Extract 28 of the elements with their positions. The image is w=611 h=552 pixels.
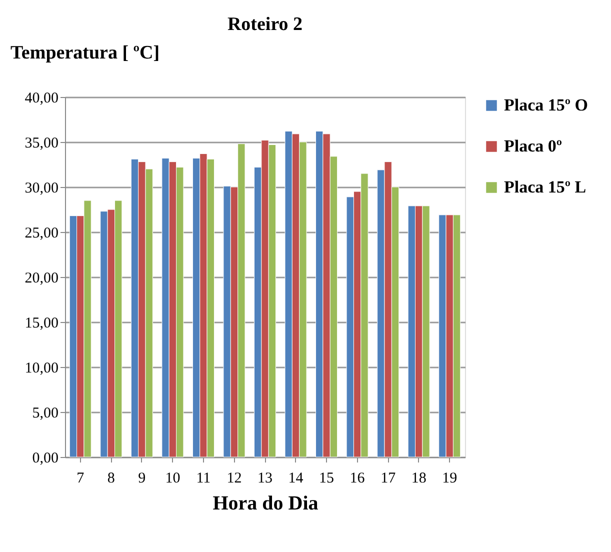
x-tick-label: 16 bbox=[350, 470, 366, 486]
y-tick-label: 15,00 bbox=[24, 316, 58, 332]
y-axis-title: Temperatura [ ºC] bbox=[10, 42, 160, 64]
x-tick-label: 10 bbox=[165, 470, 180, 486]
x-tick-label: 8 bbox=[107, 470, 115, 486]
x-axis-title: Hora do Dia bbox=[212, 492, 318, 514]
y-tick-label: 30,00 bbox=[24, 180, 58, 196]
y-tick-label: 0,00 bbox=[32, 450, 58, 466]
x-tick-label: 7 bbox=[76, 470, 85, 486]
x-tick-label: 18 bbox=[411, 470, 426, 486]
y-tick-label: 25,00 bbox=[24, 226, 58, 242]
y-tick-label: 5,00 bbox=[32, 406, 58, 422]
legend-label: Placa 0º bbox=[504, 136, 562, 156]
y-tick-label: 20,00 bbox=[24, 270, 58, 286]
y-tick-label: 35,00 bbox=[24, 136, 58, 152]
y-tick-label: 40,00 bbox=[24, 90, 58, 106]
x-tick-label: 9 bbox=[138, 470, 146, 486]
legend-label: Placa 15º O bbox=[504, 96, 588, 114]
chart-title: Roteiro 2 bbox=[227, 14, 303, 35]
x-tick-label: 11 bbox=[196, 470, 211, 486]
x-tick-label: 15 bbox=[319, 470, 334, 486]
x-tick-label: 17 bbox=[380, 470, 396, 486]
y-tick-label: 10,00 bbox=[24, 360, 58, 376]
legend-label: Placa 15º L bbox=[504, 178, 586, 196]
x-tick-label: 13 bbox=[258, 470, 272, 486]
x-tick-label: 19 bbox=[442, 470, 458, 486]
x-tick-label: 14 bbox=[288, 470, 304, 486]
x-tick-label: 12 bbox=[226, 470, 242, 486]
